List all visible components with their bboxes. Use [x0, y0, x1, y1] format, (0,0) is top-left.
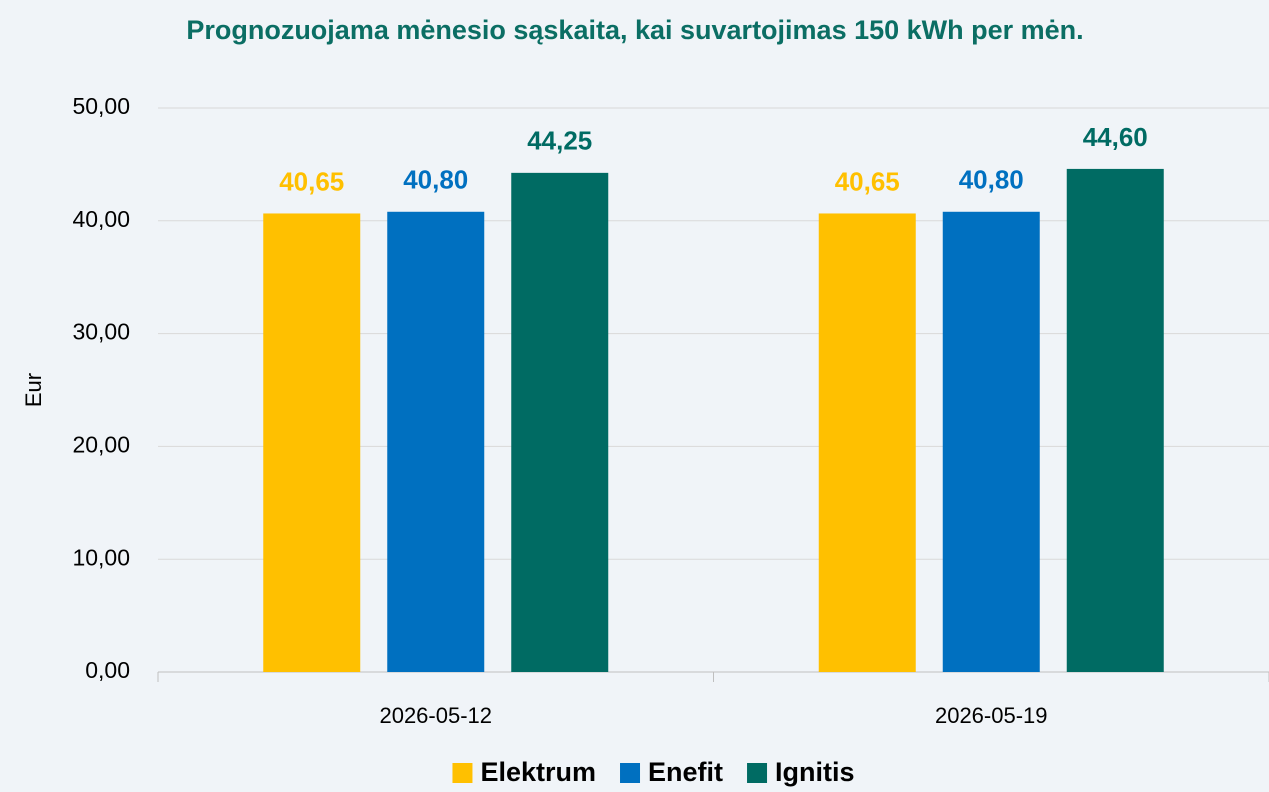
value-label: 44,25	[527, 126, 592, 156]
value-label: 40,65	[835, 166, 900, 196]
legend-label: Enefit	[648, 757, 723, 787]
legend-swatch	[620, 763, 641, 783]
bar	[387, 211, 485, 672]
y-axis-label: Eur	[21, 373, 46, 407]
legend-swatch	[747, 763, 768, 783]
bar	[1066, 168, 1164, 673]
value-label: 40,80	[959, 165, 1024, 195]
y-tick-label: 50,00	[72, 93, 130, 119]
value-label: 44,60	[1083, 122, 1148, 152]
value-label: 40,65	[279, 166, 344, 196]
value-label: 40,80	[403, 165, 468, 195]
legend-label: Ignitis	[775, 757, 855, 787]
bar	[263, 213, 361, 672]
legend-swatch	[452, 763, 473, 783]
y-tick-label: 30,00	[72, 319, 130, 345]
y-tick-label: 10,00	[72, 544, 130, 570]
bar	[942, 211, 1040, 672]
bar	[818, 213, 916, 672]
y-tick-label: 0,00	[85, 657, 130, 683]
chart-title: Prognozuojama mėnesio sąskaita, kai suva…	[186, 15, 1084, 45]
legend-label: Elektrum	[480, 757, 596, 787]
y-tick-label: 20,00	[72, 431, 130, 457]
x-tick-label: 2026-05-12	[379, 703, 492, 728]
y-tick-label: 40,00	[72, 206, 130, 232]
bar	[511, 172, 609, 673]
x-tick-label: 2026-05-19	[935, 703, 1048, 728]
